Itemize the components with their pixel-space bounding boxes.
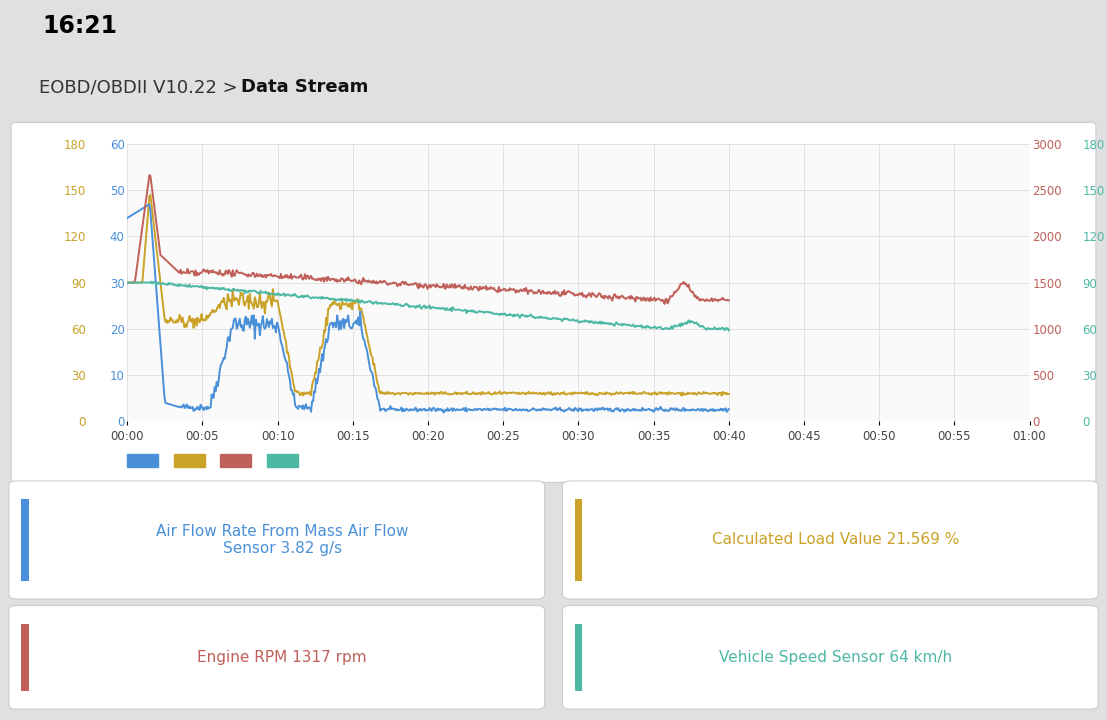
- Text: Calculated Load Value 21.569 %: Calculated Load Value 21.569 %: [712, 533, 960, 547]
- Text: 16:21: 16:21: [42, 14, 117, 38]
- Text: Engine RPM 1317 rpm: Engine RPM 1317 rpm: [197, 650, 368, 665]
- Text: EOBD/OBDII V10.22 >: EOBD/OBDII V10.22 >: [39, 78, 244, 96]
- Text: Air Flow Rate From Mass Air Flow
Sensor 3.82 g/s: Air Flow Rate From Mass Air Flow Sensor …: [156, 524, 408, 556]
- Text: Vehicle Speed Sensor 64 km/h: Vehicle Speed Sensor 64 km/h: [720, 650, 952, 665]
- Text: Data Stream: Data Stream: [241, 78, 369, 96]
